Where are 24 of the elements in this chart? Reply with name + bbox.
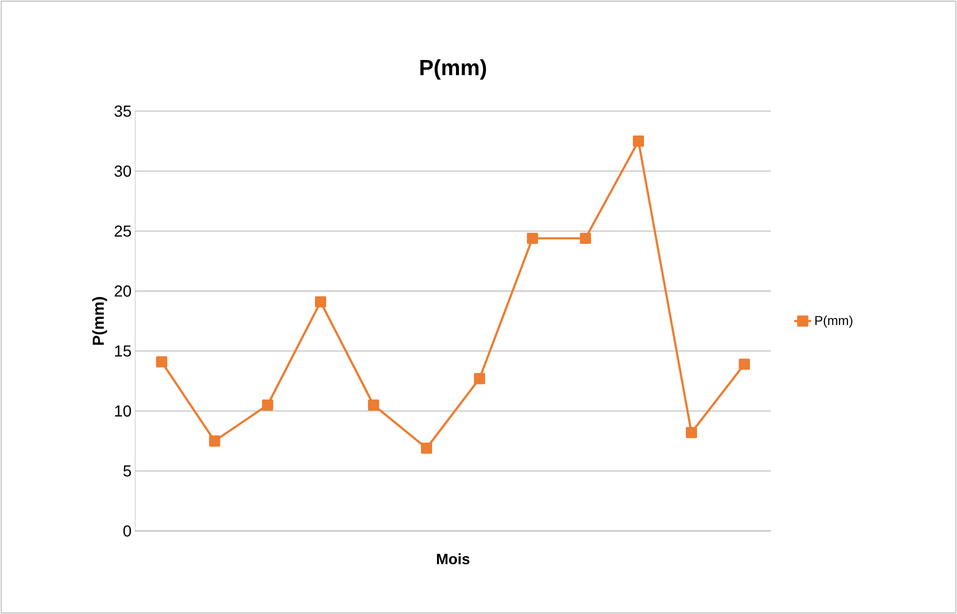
- y-tick-label: 5: [123, 465, 131, 476]
- point: [580, 232, 592, 244]
- x-axis-title: Mois: [437, 553, 470, 564]
- point: [526, 232, 538, 244]
- point: [315, 296, 326, 308]
- point: [420, 442, 432, 454]
- point: [632, 135, 644, 147]
- y-tick-label: 0: [123, 525, 132, 537]
- legend-label: P(mm): [815, 316, 852, 328]
- point: [156, 356, 168, 368]
- point: [209, 435, 220, 447]
- chart-title: P(mm): [420, 59, 486, 80]
- point: [368, 399, 380, 411]
- y-tick-label: 15: [115, 345, 131, 357]
- point: [262, 399, 274, 411]
- y-tick-label: 35: [114, 105, 131, 117]
- y-tick-label: 10: [115, 405, 132, 417]
- point: [738, 358, 750, 370]
- y-tick-label: 25: [114, 225, 131, 237]
- point: [474, 372, 486, 384]
- y-axis-title: P(mm): [92, 296, 108, 345]
- y-tick-label: 20: [114, 285, 132, 297]
- y-tick-label: 30: [114, 165, 132, 177]
- point: [686, 426, 697, 438]
